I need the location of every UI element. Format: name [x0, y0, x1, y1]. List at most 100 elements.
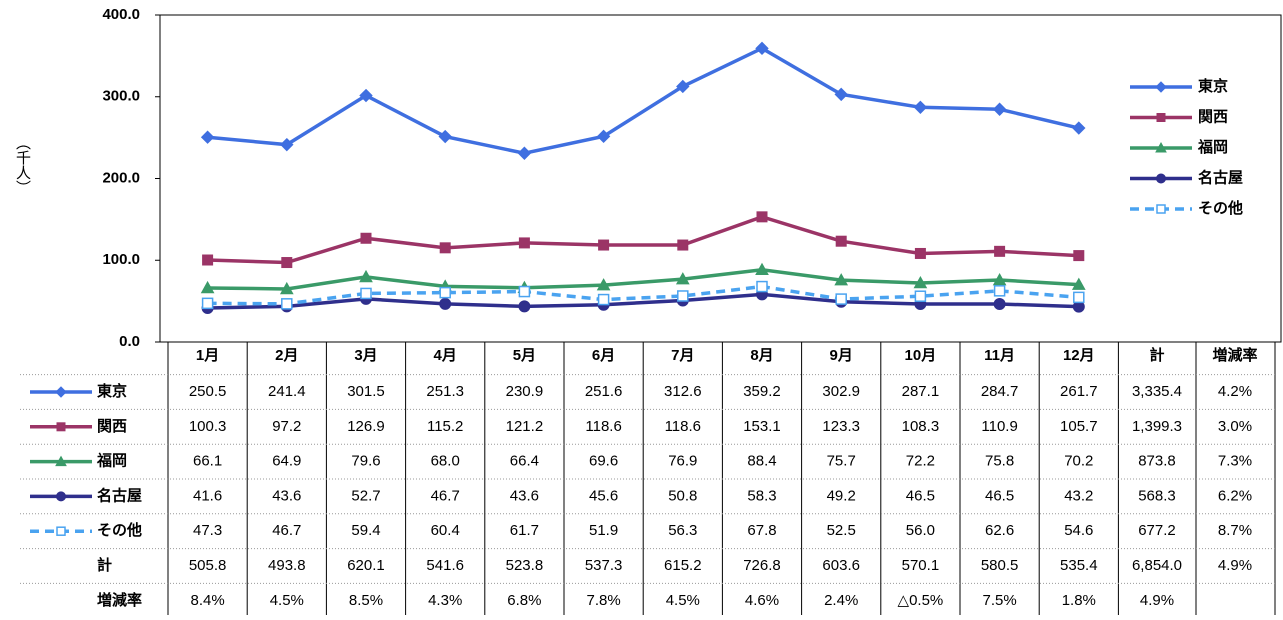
marker	[994, 245, 1006, 257]
row-label: 名古屋	[97, 486, 142, 504]
y-axis-label: （千人）	[14, 135, 31, 195]
table-cell: 123.3	[822, 418, 860, 435]
marker	[279, 281, 294, 295]
table-cell: 75.8	[985, 453, 1014, 470]
marker	[913, 100, 928, 115]
row-label: 増減率	[97, 591, 142, 609]
table-cell: 54.6	[1064, 522, 1093, 539]
legend-marker	[1155, 81, 1167, 93]
table-cell: 301.5	[347, 383, 385, 400]
table-cell: 70.2	[1064, 453, 1093, 470]
y-tick-label: 0.0	[119, 333, 140, 350]
table-cell: 66.4	[510, 453, 539, 470]
marker	[1072, 121, 1086, 135]
marker	[756, 280, 768, 293]
table-cell: 6.8%	[507, 592, 541, 609]
series-line	[207, 292, 1079, 310]
table-cell: 261.7	[1060, 383, 1098, 400]
table-cell: 615.2	[664, 557, 702, 574]
table-cell: 64.9	[272, 453, 301, 470]
legend-marker	[1155, 141, 1167, 153]
legend-marker	[1156, 204, 1166, 214]
table-cell: 284.7	[981, 383, 1019, 400]
table-cell: 121.2	[506, 418, 544, 435]
table-cell: 568.3	[1138, 487, 1176, 504]
marker	[439, 242, 451, 254]
table-cell: 51.9	[589, 522, 618, 539]
marker	[359, 269, 373, 283]
marker	[200, 280, 215, 294]
table-cell: 153.1	[743, 418, 781, 435]
table-cell: 52.7	[351, 487, 380, 504]
table-cell: 603.6	[822, 557, 860, 574]
table-cell: 570.1	[902, 557, 940, 574]
marker	[677, 239, 689, 251]
table-cell: 873.8	[1138, 453, 1176, 470]
table-cell: 8.4%	[190, 592, 224, 609]
table-cell: 7.5%	[982, 592, 1016, 609]
marker	[517, 146, 532, 160]
table-cell: 6,854.0	[1132, 557, 1182, 574]
marker	[755, 262, 769, 276]
table-cell: 97.2	[272, 418, 301, 435]
row-label: その他	[97, 521, 142, 539]
table-cell: 1.8%	[1062, 592, 1096, 609]
table-cell: 4.5%	[270, 592, 304, 609]
marker	[914, 290, 927, 302]
marker	[1073, 291, 1085, 304]
marker	[359, 88, 373, 103]
marker	[992, 102, 1007, 116]
marker	[993, 297, 1006, 310]
table-cell: 8.5%	[349, 592, 383, 609]
marker	[439, 286, 451, 299]
table-cell: 118.6	[665, 418, 701, 435]
marker	[913, 275, 928, 289]
table-cell: 66.1	[193, 453, 222, 470]
table-cell: 75.7	[827, 453, 856, 470]
marker	[992, 273, 1007, 286]
x-tick-label: 3月	[354, 347, 377, 364]
marker	[201, 297, 214, 310]
marker	[439, 297, 452, 310]
table-cell: 250.5	[189, 383, 227, 400]
x-tick-label: 12月	[1063, 347, 1095, 364]
legend-marker	[1156, 173, 1166, 184]
table-cell: 537.3	[585, 557, 623, 574]
legend-label: 名古屋	[1198, 168, 1243, 186]
legend-label: 福岡	[1197, 138, 1228, 156]
series-line	[207, 46, 1080, 156]
marker	[597, 293, 610, 306]
y-tick-label: 300.0	[102, 88, 140, 105]
table-header: 増減率	[1212, 346, 1257, 364]
table-cell: 105.7	[1060, 418, 1098, 435]
table-cell: 6.2%	[1218, 487, 1252, 504]
marker	[438, 129, 452, 144]
marker	[281, 298, 293, 310]
table-cell: 4.2%	[1218, 383, 1252, 400]
table-cell: 3,335.4	[1132, 383, 1182, 400]
table-cell: 43.6	[272, 487, 301, 504]
marker	[281, 257, 293, 269]
marker	[202, 254, 214, 266]
table-cell: △0.5%	[898, 592, 944, 609]
table-cell: 7.3%	[1218, 453, 1252, 470]
x-tick-label: 8月	[750, 347, 773, 364]
marker	[834, 87, 848, 102]
x-tick-label: 7月	[671, 347, 694, 364]
table-cell: 69.6	[589, 453, 618, 470]
legend-marker	[56, 422, 66, 432]
series-line	[207, 214, 1079, 265]
table-cell: 52.5	[827, 522, 856, 539]
table-cell: 3.0%	[1218, 418, 1252, 435]
marker	[835, 293, 847, 305]
table-cell: 108.3	[902, 418, 940, 435]
table-cell: 100.3	[189, 418, 227, 435]
legend-marker	[55, 386, 67, 398]
table-cell: 45.6	[589, 487, 618, 504]
table-cell: 620.1	[347, 557, 385, 574]
table-cell: 110.9	[981, 418, 1017, 435]
marker	[518, 300, 531, 313]
table-cell: 41.6	[193, 487, 222, 504]
y-tick-label: 200.0	[102, 169, 140, 186]
table-cell: 47.3	[193, 522, 222, 539]
